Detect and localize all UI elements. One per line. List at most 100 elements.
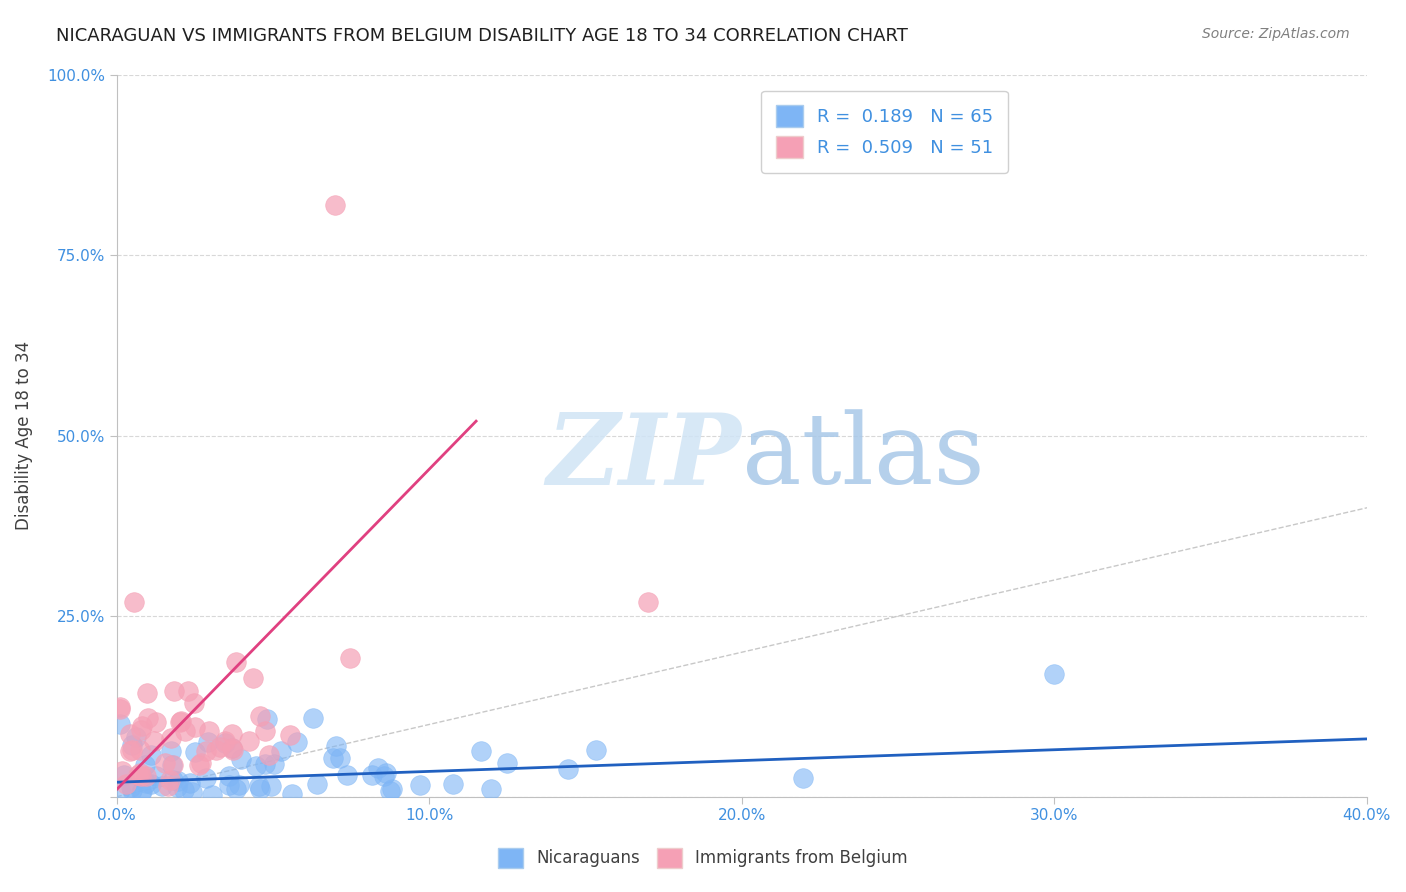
Point bbox=[441, 776, 464, 790]
Point bbox=[259, 779, 281, 793]
Point bbox=[108, 702, 131, 716]
Y-axis label: Disability Age 18 to 34: Disability Age 18 to 34 bbox=[15, 341, 32, 530]
Point bbox=[373, 769, 395, 783]
Point bbox=[163, 683, 186, 698]
Point bbox=[159, 744, 181, 758]
Point bbox=[378, 784, 401, 798]
Point bbox=[245, 759, 267, 773]
Point bbox=[242, 671, 264, 685]
Point bbox=[336, 768, 359, 782]
Point bbox=[249, 709, 271, 723]
Point bbox=[253, 757, 276, 772]
Point bbox=[135, 686, 157, 700]
Point bbox=[177, 684, 200, 698]
Point bbox=[249, 782, 271, 797]
Point bbox=[367, 761, 389, 775]
Point bbox=[173, 782, 195, 797]
Point bbox=[108, 716, 131, 731]
Point bbox=[381, 781, 404, 796]
Point bbox=[183, 745, 205, 759]
Point bbox=[183, 720, 205, 734]
Point bbox=[305, 777, 328, 791]
Point bbox=[135, 769, 157, 783]
Point bbox=[221, 727, 243, 741]
Point bbox=[228, 778, 250, 792]
Point bbox=[194, 743, 217, 757]
Point bbox=[190, 756, 212, 771]
Point bbox=[204, 742, 226, 756]
Point bbox=[197, 723, 219, 738]
Point bbox=[159, 731, 181, 745]
Point bbox=[131, 719, 153, 733]
Point bbox=[141, 776, 163, 790]
Point bbox=[136, 711, 159, 725]
Point bbox=[135, 776, 157, 790]
Point bbox=[153, 756, 176, 771]
Legend: R =  0.189   N = 65, R =  0.509   N = 51: R = 0.189 N = 65, R = 0.509 N = 51 bbox=[761, 91, 1008, 173]
Point bbox=[301, 711, 323, 725]
Point bbox=[159, 773, 181, 788]
Point bbox=[221, 741, 243, 756]
Point bbox=[150, 779, 173, 793]
Point bbox=[238, 733, 260, 747]
Point bbox=[145, 715, 167, 730]
Point bbox=[209, 739, 232, 754]
Point bbox=[127, 768, 149, 782]
Point bbox=[120, 727, 142, 741]
Point bbox=[637, 595, 659, 609]
Point bbox=[129, 723, 152, 737]
Point bbox=[129, 766, 152, 780]
Point bbox=[187, 758, 209, 772]
Point bbox=[121, 743, 143, 757]
Point bbox=[1043, 667, 1066, 681]
Point bbox=[179, 776, 201, 790]
Point bbox=[122, 595, 145, 609]
Point bbox=[278, 728, 301, 742]
Text: ZIP: ZIP bbox=[547, 409, 742, 506]
Point bbox=[128, 743, 150, 757]
Point bbox=[194, 771, 217, 785]
Point bbox=[270, 744, 292, 758]
Point bbox=[214, 736, 236, 750]
Point bbox=[129, 785, 152, 799]
Point bbox=[169, 715, 191, 730]
Point bbox=[112, 768, 135, 782]
Point bbox=[111, 764, 134, 779]
Point bbox=[256, 712, 278, 726]
Text: Source: ZipAtlas.com: Source: ZipAtlas.com bbox=[1202, 27, 1350, 41]
Point bbox=[162, 757, 184, 772]
Point bbox=[281, 787, 304, 801]
Point bbox=[120, 780, 142, 794]
Point bbox=[121, 782, 143, 797]
Point bbox=[325, 739, 347, 753]
Point bbox=[263, 756, 285, 771]
Point bbox=[108, 699, 131, 714]
Point bbox=[225, 655, 247, 669]
Point bbox=[197, 734, 219, 748]
Point bbox=[129, 769, 152, 783]
Point bbox=[361, 768, 384, 782]
Point bbox=[557, 762, 579, 776]
Point bbox=[167, 774, 190, 789]
Point bbox=[142, 734, 165, 748]
Text: atlas: atlas bbox=[742, 409, 984, 505]
Point bbox=[162, 772, 184, 787]
Point bbox=[108, 783, 131, 797]
Point bbox=[325, 197, 347, 211]
Point bbox=[329, 750, 352, 764]
Point bbox=[174, 724, 197, 739]
Point bbox=[287, 735, 309, 749]
Point bbox=[339, 651, 361, 665]
Point bbox=[225, 781, 247, 796]
Point bbox=[218, 778, 240, 792]
Point bbox=[247, 779, 270, 793]
Point bbox=[585, 742, 607, 756]
Point bbox=[496, 756, 519, 770]
Point bbox=[201, 788, 224, 802]
Point bbox=[470, 744, 492, 758]
Point bbox=[214, 733, 236, 747]
Point bbox=[131, 783, 153, 797]
Point bbox=[118, 744, 141, 758]
Point bbox=[222, 743, 245, 757]
Point bbox=[229, 752, 252, 766]
